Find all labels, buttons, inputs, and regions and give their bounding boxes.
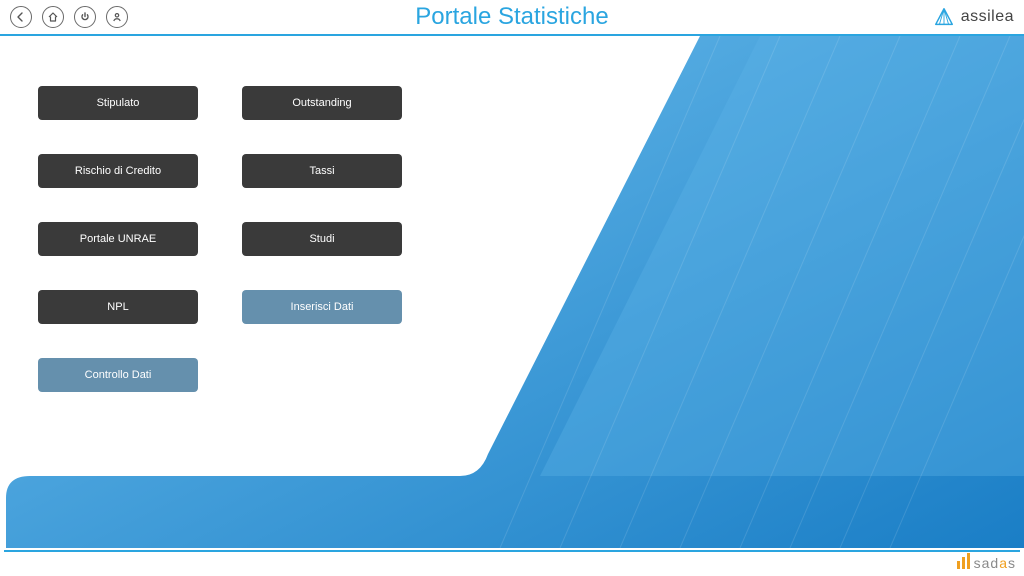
footer-bars-icon [957, 553, 972, 572]
menu-rischio[interactable]: Rischio di Credito [38, 154, 198, 188]
topbar-left-icons [10, 6, 128, 28]
menu-controllo[interactable]: Controllo Dati [38, 358, 198, 392]
menu-unrae[interactable]: Portale UNRAE [38, 222, 198, 256]
footer-text-a: sad [974, 555, 1000, 571]
back-icon[interactable] [10, 6, 32, 28]
footer-text-b: a [999, 555, 1008, 571]
menu-studi[interactable]: Studi [242, 222, 402, 256]
footer-brand-text: sadas [974, 555, 1016, 571]
page-title: Portale Statistiche [0, 3, 1024, 31]
menu-label: Controllo Dati [85, 369, 152, 381]
home-icon[interactable] [42, 6, 64, 28]
menu-grid: Stipulato Outstanding Rischio di Credito… [38, 86, 402, 392]
brand-text: assilea [961, 8, 1014, 26]
footer-text-c: s [1008, 555, 1016, 571]
menu-label: Rischio di Credito [75, 165, 161, 177]
menu-outstanding[interactable]: Outstanding [242, 86, 402, 120]
brand: assilea [933, 6, 1014, 28]
menu-inserisci[interactable]: Inserisci Dati [242, 290, 402, 324]
menu-label: Stipulato [97, 97, 140, 109]
menu-label: Portale UNRAE [80, 233, 156, 245]
power-icon[interactable] [74, 6, 96, 28]
user-icon[interactable] [106, 6, 128, 28]
menu-npl[interactable]: NPL [38, 290, 198, 324]
menu-label: Inserisci Dati [291, 301, 354, 313]
topbar: Portale Statistiche assilea [0, 0, 1024, 36]
main-stage: Stipulato Outstanding Rischio di Credito… [0, 36, 1024, 576]
menu-label: Tassi [309, 165, 334, 177]
menu-label: Outstanding [292, 97, 351, 109]
brand-logo-icon [933, 6, 955, 28]
menu-stipulato[interactable]: Stipulato [38, 86, 198, 120]
menu-label: Studi [309, 233, 334, 245]
menu-tassi[interactable]: Tassi [242, 154, 402, 188]
menu-label: NPL [107, 301, 128, 313]
footer-brand: sadas [957, 553, 1016, 572]
